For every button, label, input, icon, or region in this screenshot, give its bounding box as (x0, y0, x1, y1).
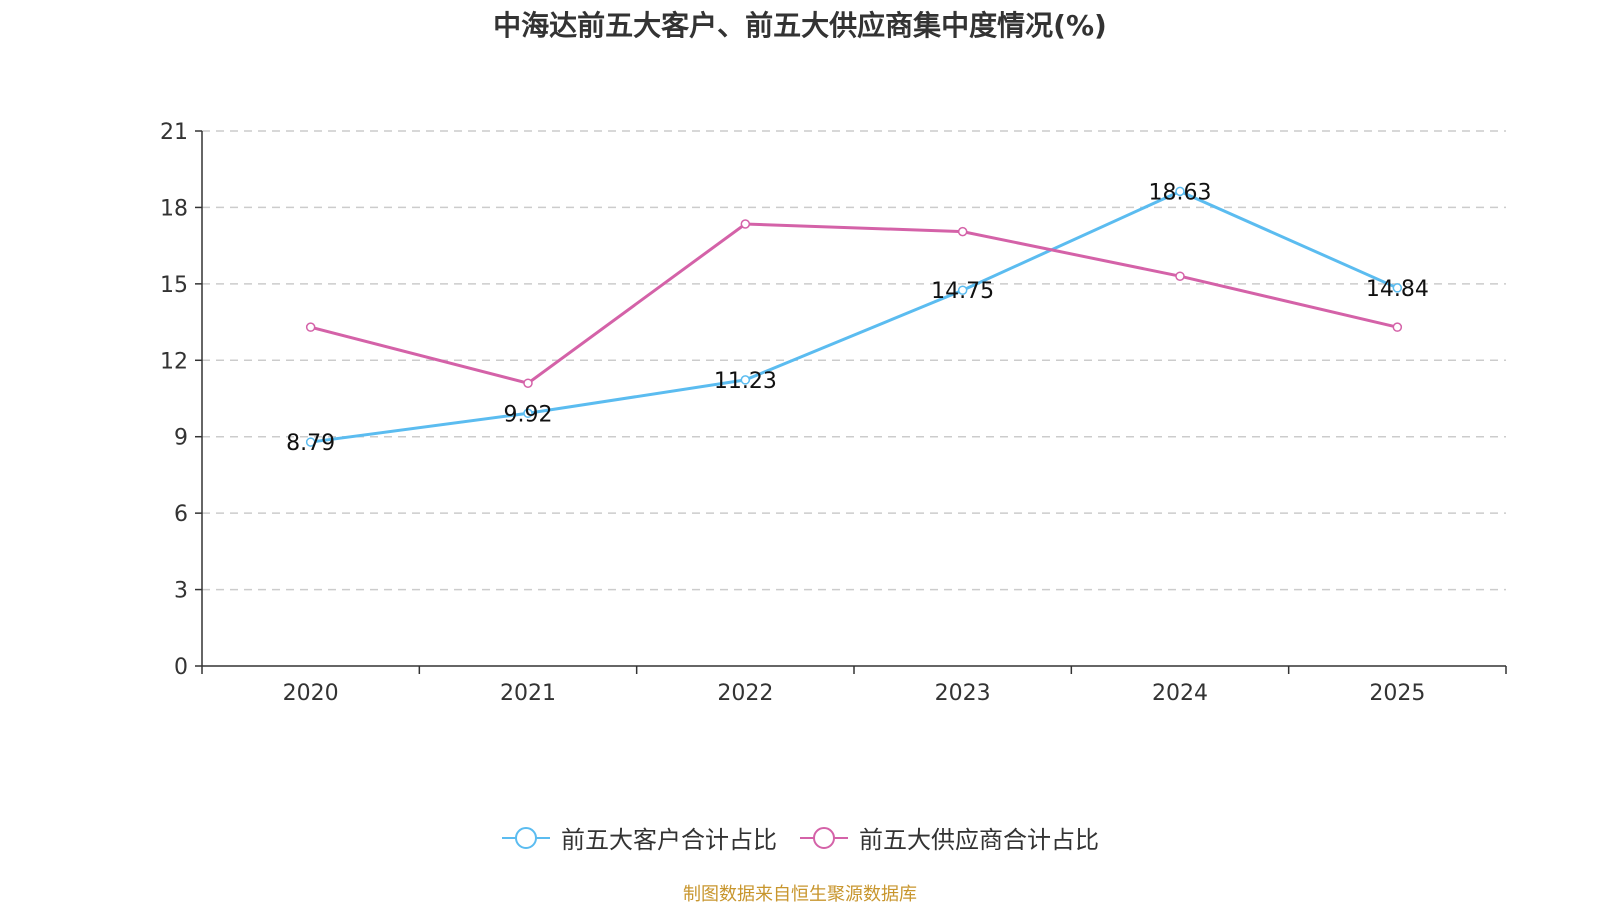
data-label: 18.63 (1149, 180, 1212, 205)
y-tick-label: 21 (160, 120, 188, 145)
y-tick-label: 12 (160, 349, 188, 374)
series-line-1 (310, 222, 1398, 385)
line-chart: 0 3 6 9 12 15 18 21 2020 2021 2022 2023 2024 2025 8.7… (160, 120, 1507, 706)
y-tick-label: 9 (174, 426, 188, 451)
series-line-0 (310, 189, 1398, 444)
legend-marker-suppliers (800, 826, 848, 849)
x-tick-label: 2025 (1369, 681, 1425, 706)
legend-label-customers: 前五大客户合计占比 (561, 826, 777, 854)
data-label: 11.23 (714, 369, 777, 394)
y-tick-label: 6 (174, 502, 188, 527)
data-point (1392, 283, 1403, 293)
data-point (1175, 186, 1185, 197)
data-point (305, 322, 316, 332)
x-tick-label: 2021 (500, 681, 556, 706)
data-label: 14.84 (1366, 277, 1429, 302)
data-label: 14.75 (931, 279, 994, 304)
data-point (305, 437, 316, 447)
data-label: 9.92 (504, 402, 553, 427)
chart-title: 中海达前五大客户、前五大供应商集中度情况(%) (493, 9, 1107, 42)
x-tick-label: 2020 (283, 681, 339, 706)
data-point (740, 375, 751, 385)
x-tick-label: 2022 (717, 681, 773, 706)
y-tick-label: 18 (160, 196, 188, 221)
legend-label-suppliers: 前五大供应商合计占比 (859, 826, 1099, 854)
data-point (523, 378, 533, 388)
legend: 前五大客户合计占比 前五大供应商合计占比 (0, 820, 1600, 855)
data-label: 8.79 (286, 431, 335, 456)
data-labels: 8.79 9.92 11.23 14.75 18.63 14.84 (286, 180, 1429, 456)
y-tick-label: 15 (160, 273, 188, 298)
grid-lines (202, 130, 1506, 591)
legend-item-customers[interactable]: 前五大客户合计占比 (501, 820, 777, 855)
source-note: 制图数据来自恒生聚源数据库 (683, 884, 917, 905)
data-point (1392, 322, 1403, 332)
legend-marker-customers (502, 826, 550, 849)
data-point (957, 285, 968, 295)
data-point (957, 226, 968, 237)
x-tick-label: 2023 (935, 681, 991, 706)
data-point (523, 408, 533, 419)
x-tick-label: 2024 (1152, 681, 1208, 706)
data-point (1175, 271, 1185, 281)
y-tick-label: 0 (174, 655, 188, 680)
data-point (740, 219, 751, 229)
axes: 0 3 6 9 12 15 18 21 2020 2021 2022 2023 2024 2025 (160, 120, 1507, 706)
y-tick-label: 3 (174, 579, 188, 604)
series-layer (305, 186, 1403, 447)
legend-item-suppliers[interactable]: 前五大供应商合计占比 (799, 820, 1099, 855)
